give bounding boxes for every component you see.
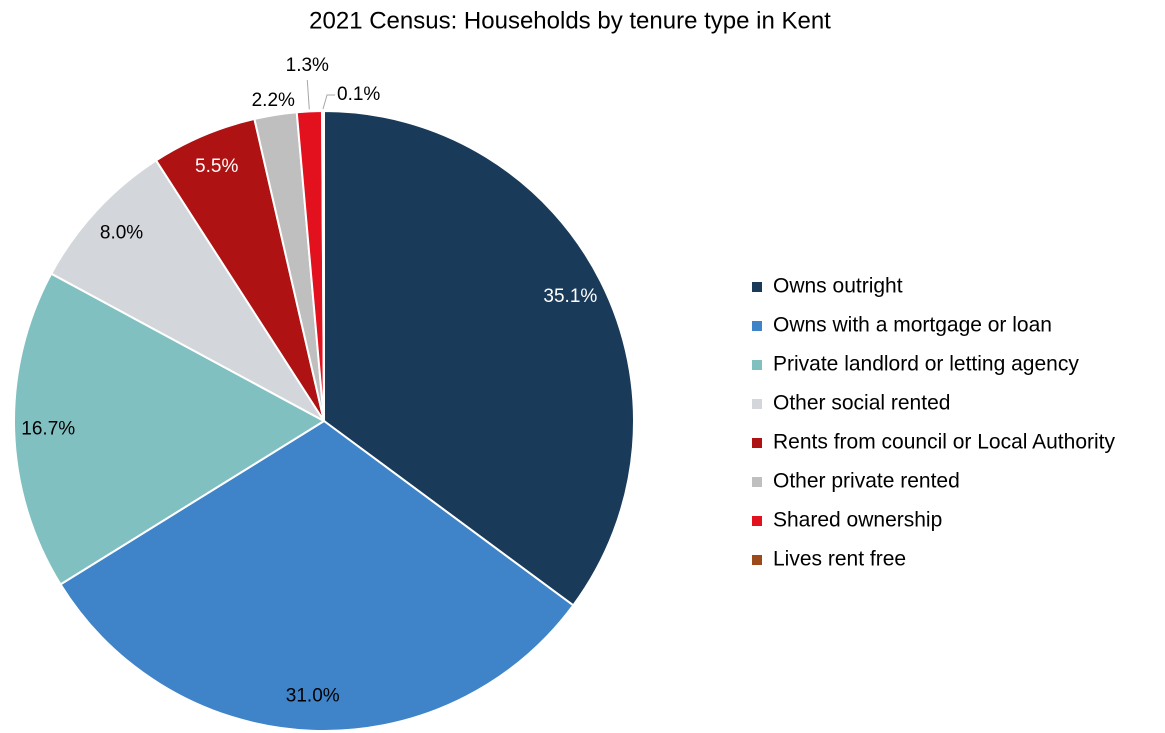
data-label: 0.1%	[337, 84, 380, 105]
legend-marker	[752, 360, 762, 370]
legend-marker	[752, 321, 762, 331]
legend-label: Shared ownership	[773, 509, 942, 532]
legend-marker	[752, 282, 762, 292]
legend-label: Owns with a mortgage or loan	[773, 314, 1052, 337]
legend-label: Private landlord or letting agency	[773, 353, 1079, 376]
leader-line	[322, 94, 336, 110]
data-label: 1.3%	[286, 55, 329, 76]
data-label: 2.2%	[252, 90, 295, 111]
pie-slice	[49, 159, 325, 422]
pie-slice	[321, 109, 325, 422]
pie-slice	[59, 419, 575, 732]
pie-slice	[323, 109, 635, 607]
legend-marker	[752, 399, 762, 409]
legend-label: Rents from council or Local Authority	[773, 431, 1115, 454]
leader-line	[306, 79, 310, 110]
pie-slice	[13, 272, 326, 586]
chart-title: 2021 Census: Households by tenure type i…	[309, 7, 831, 34]
legend-marker	[752, 477, 762, 487]
data-label: 5.5%	[195, 156, 238, 177]
data-label: 16.7%	[21, 418, 75, 439]
legend-marker	[752, 516, 762, 526]
data-label: 8.0%	[100, 223, 143, 244]
legend-marker	[752, 555, 762, 565]
legend-label: Owns outright	[773, 275, 903, 298]
legend-label: Other social rented	[773, 392, 950, 415]
legend-label: Lives rent free	[773, 548, 906, 571]
legend-label: Other private rented	[773, 470, 960, 493]
legend-marker	[752, 438, 762, 448]
data-label: 35.1%	[543, 286, 597, 307]
data-label: 31.0%	[286, 686, 340, 707]
